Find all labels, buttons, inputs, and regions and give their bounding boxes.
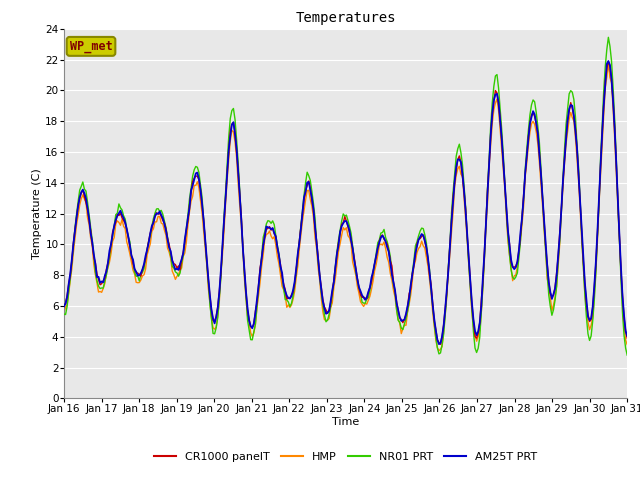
Text: WP_met: WP_met (70, 40, 113, 53)
Legend: CR1000 panelT, HMP, NR01 PRT, AM25T PRT: CR1000 panelT, HMP, NR01 PRT, AM25T PRT (149, 448, 542, 467)
Title: Temperatures: Temperatures (295, 11, 396, 25)
Y-axis label: Temperature (C): Temperature (C) (33, 168, 42, 259)
X-axis label: Time: Time (332, 417, 359, 427)
